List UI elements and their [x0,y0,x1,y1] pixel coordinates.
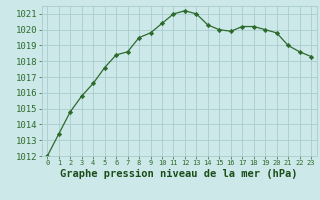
X-axis label: Graphe pression niveau de la mer (hPa): Graphe pression niveau de la mer (hPa) [60,169,298,179]
